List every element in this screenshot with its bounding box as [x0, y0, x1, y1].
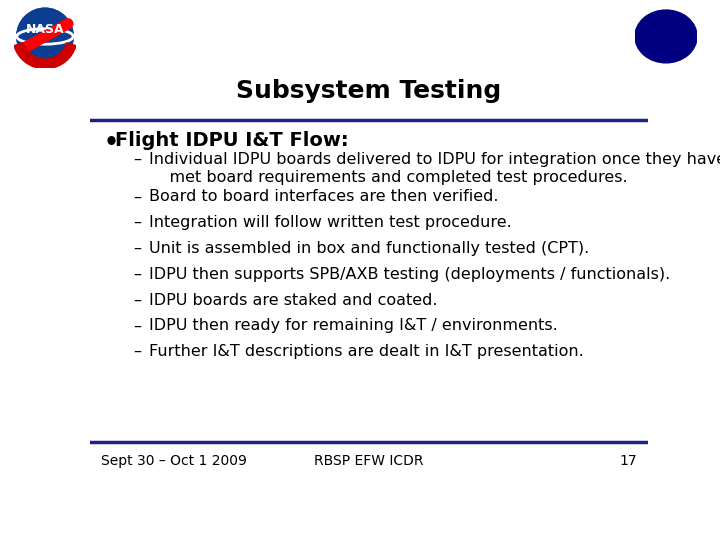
Text: –: – [133, 319, 141, 333]
Text: –: – [133, 293, 141, 308]
Ellipse shape [657, 29, 675, 44]
Ellipse shape [17, 29, 73, 44]
Text: –: – [133, 344, 141, 359]
Ellipse shape [654, 25, 678, 48]
Ellipse shape [642, 16, 690, 57]
Text: Subsystem Testing: Subsystem Testing [236, 79, 502, 104]
Ellipse shape [635, 10, 697, 63]
Text: •: • [104, 131, 119, 156]
Text: –: – [133, 267, 141, 282]
Text: NASA: NASA [26, 23, 64, 36]
Text: RBSP EFW ICDR: RBSP EFW ICDR [314, 454, 424, 468]
Wedge shape [17, 36, 73, 65]
Text: –: – [133, 241, 141, 256]
Text: Flight IDPU I&T Flow:: Flight IDPU I&T Flow: [115, 131, 348, 150]
Text: IDPU then ready for remaining I&T / environments.: IDPU then ready for remaining I&T / envi… [148, 319, 557, 333]
Wedge shape [17, 8, 73, 36]
Text: IDPU boards are staked and coated.: IDPU boards are staked and coated. [148, 293, 437, 308]
Text: Board to board interfaces are then verified.: Board to board interfaces are then verif… [148, 190, 498, 205]
Text: met board requirements and completed test procedures.: met board requirements and completed tes… [148, 170, 627, 185]
Text: –: – [133, 152, 141, 167]
Ellipse shape [639, 13, 693, 60]
Text: Sept 30 – Oct 1 2009: Sept 30 – Oct 1 2009 [101, 454, 247, 468]
FancyArrowPatch shape [22, 24, 68, 49]
Circle shape [17, 8, 73, 65]
Text: 17: 17 [619, 454, 637, 468]
Text: IDPU then supports SPB/AXB testing (deployments / functionals).: IDPU then supports SPB/AXB testing (depl… [148, 267, 670, 282]
Text: –: – [133, 190, 141, 205]
Ellipse shape [646, 19, 686, 53]
Ellipse shape [650, 23, 682, 50]
Text: Unit is assembled in box and functionally tested (CPT).: Unit is assembled in box and functionall… [148, 241, 589, 256]
Text: Further I&T descriptions are dealt in I&T presentation.: Further I&T descriptions are dealt in I&… [148, 344, 583, 359]
Text: Individual IDPU boards delivered to IDPU for integration once they have: Individual IDPU boards delivered to IDPU… [148, 152, 720, 167]
Text: Integration will follow written test procedure.: Integration will follow written test pro… [148, 215, 511, 230]
Text: –: – [133, 215, 141, 230]
